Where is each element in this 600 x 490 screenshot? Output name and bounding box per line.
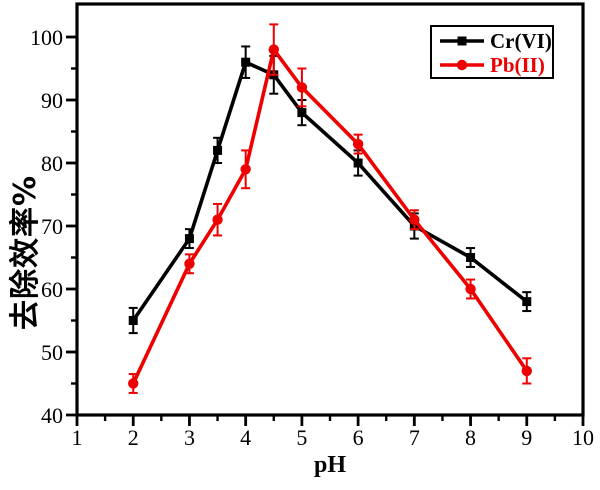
x-axis-title: pH: [313, 452, 346, 478]
x-axis-ticks: 1 2 3 4 5 6 7 8 9 10: [72, 415, 594, 450]
x-tick-label: 1: [72, 425, 83, 450]
x-tick-label: 7: [409, 425, 420, 450]
y-axis-title: 去除效率%: [8, 174, 43, 330]
data-point-crvi: [353, 158, 363, 168]
data-point-pbii: [296, 82, 308, 93]
x-tick-label: 9: [521, 425, 532, 450]
data-point-pbii: [465, 283, 476, 295]
data-point-crvi: [466, 253, 476, 262]
y-tick-label: 50: [41, 340, 63, 365]
data-point-pbii: [352, 138, 364, 150]
legend-line-square-icon: [440, 36, 484, 46]
data-point-pbii: [521, 365, 532, 377]
y-tick-label: 60: [41, 277, 63, 302]
legend-item-pbii: Pb(II): [439, 53, 552, 77]
data-point-pbii: [212, 214, 223, 225]
x-tick-label: 6: [353, 425, 364, 450]
legend-label-pbii: Pb(II): [490, 52, 545, 77]
x-tick-label: 5: [296, 425, 307, 450]
x-tick-label: 8: [465, 425, 476, 450]
y-tick-label: 100: [30, 25, 63, 50]
series-pbii: [128, 23, 532, 394]
legend-label-crvi: Cr(VI): [490, 28, 552, 53]
data-point-pbii: [409, 214, 420, 225]
data-point-pbii: [240, 164, 251, 175]
x-tick-label: 4: [240, 425, 251, 450]
legend-item-crvi: Cr(VI): [439, 29, 552, 53]
legend-line-circle-icon: [440, 59, 484, 71]
x-tick-label: 2: [128, 425, 139, 450]
data-point-pbii: [268, 44, 279, 55]
data-point-pbii: [128, 378, 139, 389]
data-point-pbii: [184, 258, 195, 269]
x-tick-label: 3: [184, 425, 195, 450]
legend: Cr(VI) Pb(II): [430, 25, 554, 79]
data-point-crvi: [522, 297, 532, 307]
data-point-crvi: [128, 316, 138, 325]
y-tick-label: 40: [41, 403, 63, 428]
y-tick-label: 90: [41, 88, 63, 113]
data-point-crvi: [213, 145, 223, 155]
x-tick-label: 10: [572, 425, 594, 450]
data-point-crvi: [184, 234, 194, 244]
y-tick-label: 80: [41, 151, 63, 176]
y-tick-label: 70: [41, 214, 63, 239]
y-axis-ticks: 40 50 60 70 80 90 100: [30, 25, 77, 428]
data-point-crvi: [241, 57, 251, 67]
data-point-crvi: [297, 108, 307, 118]
